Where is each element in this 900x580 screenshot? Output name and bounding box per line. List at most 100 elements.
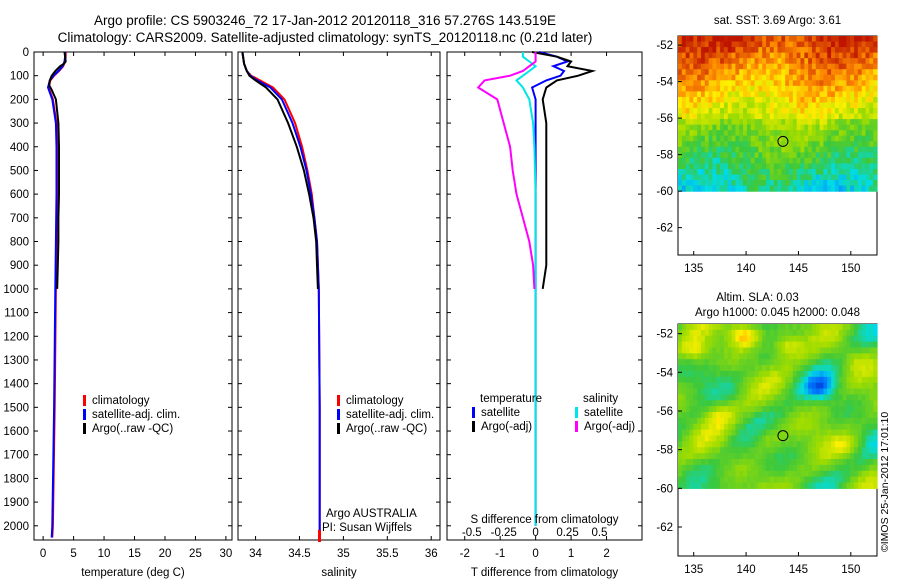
map-cell <box>781 359 786 366</box>
map-cell <box>796 482 802 489</box>
map-cell <box>731 423 737 431</box>
x-tick-label: 25 <box>189 548 202 560</box>
map-cell <box>750 168 756 176</box>
map-cell <box>735 146 740 153</box>
map-cell <box>854 423 859 431</box>
map-cell <box>769 96 775 104</box>
map-cell <box>804 174 809 181</box>
map-cell <box>865 324 870 331</box>
map-cell <box>727 52 733 59</box>
map-cell <box>800 36 805 43</box>
map-cell <box>743 458 748 466</box>
map-cell <box>819 476 825 484</box>
map-cell <box>723 102 729 109</box>
map-cell <box>788 353 794 360</box>
map-cell <box>781 52 786 59</box>
p-temp-frame <box>33 51 233 541</box>
map-cell <box>873 365 878 372</box>
map-cell <box>766 435 771 442</box>
map-cell <box>758 458 763 466</box>
map-cell <box>815 453 821 460</box>
map-cell <box>762 429 767 437</box>
map-cell <box>716 74 721 81</box>
map-cell <box>773 157 779 165</box>
map-cell <box>819 36 825 43</box>
map-cell <box>777 102 782 109</box>
map-cell <box>727 482 733 489</box>
map-cell <box>796 382 802 390</box>
map-cell <box>823 347 828 354</box>
map-cell <box>785 163 790 170</box>
map-cell <box>873 69 878 76</box>
map-cell <box>781 341 786 349</box>
map-cell <box>788 324 794 331</box>
map-cell <box>827 429 832 437</box>
map-cell <box>750 163 756 170</box>
map-cell <box>857 152 863 159</box>
map-cell <box>854 135 859 142</box>
map-cell <box>716 324 721 331</box>
map-cell <box>727 168 733 176</box>
map-cell <box>685 435 691 442</box>
map-cell <box>869 476 874 484</box>
map-cell <box>811 417 817 425</box>
map-cell <box>697 119 702 126</box>
map-cell <box>823 185 828 192</box>
map-cell <box>819 47 825 54</box>
map-cell <box>735 382 740 390</box>
map-cell <box>804 482 809 489</box>
map-cell <box>777 329 782 337</box>
legend-label: climatology <box>92 395 150 407</box>
map-cell <box>743 36 748 43</box>
salinity-panel: 34 34.5 35 35.5 36salinityclimatologysatelli… <box>237 51 441 579</box>
map-cell <box>838 163 844 170</box>
map-cell <box>796 130 802 137</box>
map-cell <box>785 58 790 65</box>
map-cell <box>762 80 767 87</box>
map-cell <box>731 36 737 43</box>
map-cell <box>685 102 691 109</box>
map-cell <box>804 370 809 378</box>
map-cell <box>873 441 878 448</box>
map-cell <box>750 417 756 425</box>
map-cell <box>685 124 691 131</box>
map-cell <box>842 180 847 187</box>
map-cell <box>693 96 698 104</box>
map-cell <box>800 412 805 419</box>
map-cell <box>681 417 687 425</box>
map-cell <box>811 69 817 76</box>
map-cell <box>723 470 729 478</box>
map-cell <box>689 329 694 337</box>
map-cell <box>811 382 817 390</box>
map-cell <box>804 119 809 126</box>
map-cell <box>735 41 740 48</box>
map-cell <box>766 429 771 437</box>
map-x-tick-label: 140 <box>736 263 755 275</box>
map-cell <box>838 324 844 331</box>
map-cell <box>777 382 782 390</box>
map-cell <box>769 36 775 43</box>
map-cell <box>834 376 840 384</box>
map-cell <box>766 80 771 87</box>
map-cell <box>873 335 878 343</box>
map-cell <box>842 347 847 354</box>
map-cell <box>685 406 691 413</box>
map-cell <box>838 376 844 384</box>
map-cell <box>831 359 836 366</box>
legend-label: climatology <box>346 395 404 407</box>
map-cell <box>869 453 874 460</box>
map-cell <box>846 36 851 43</box>
map-cell <box>777 406 782 413</box>
map-cell <box>727 365 733 372</box>
map-cell <box>704 141 710 148</box>
map-cell <box>850 447 855 454</box>
map-cell <box>800 482 805 489</box>
map-cell <box>804 74 809 81</box>
map-cell <box>834 146 840 153</box>
map-cell <box>750 353 756 360</box>
map-cell <box>723 180 729 187</box>
map-cell <box>819 359 825 366</box>
map-cell <box>758 52 763 59</box>
map-cell <box>865 180 870 187</box>
map-cell <box>773 370 779 378</box>
